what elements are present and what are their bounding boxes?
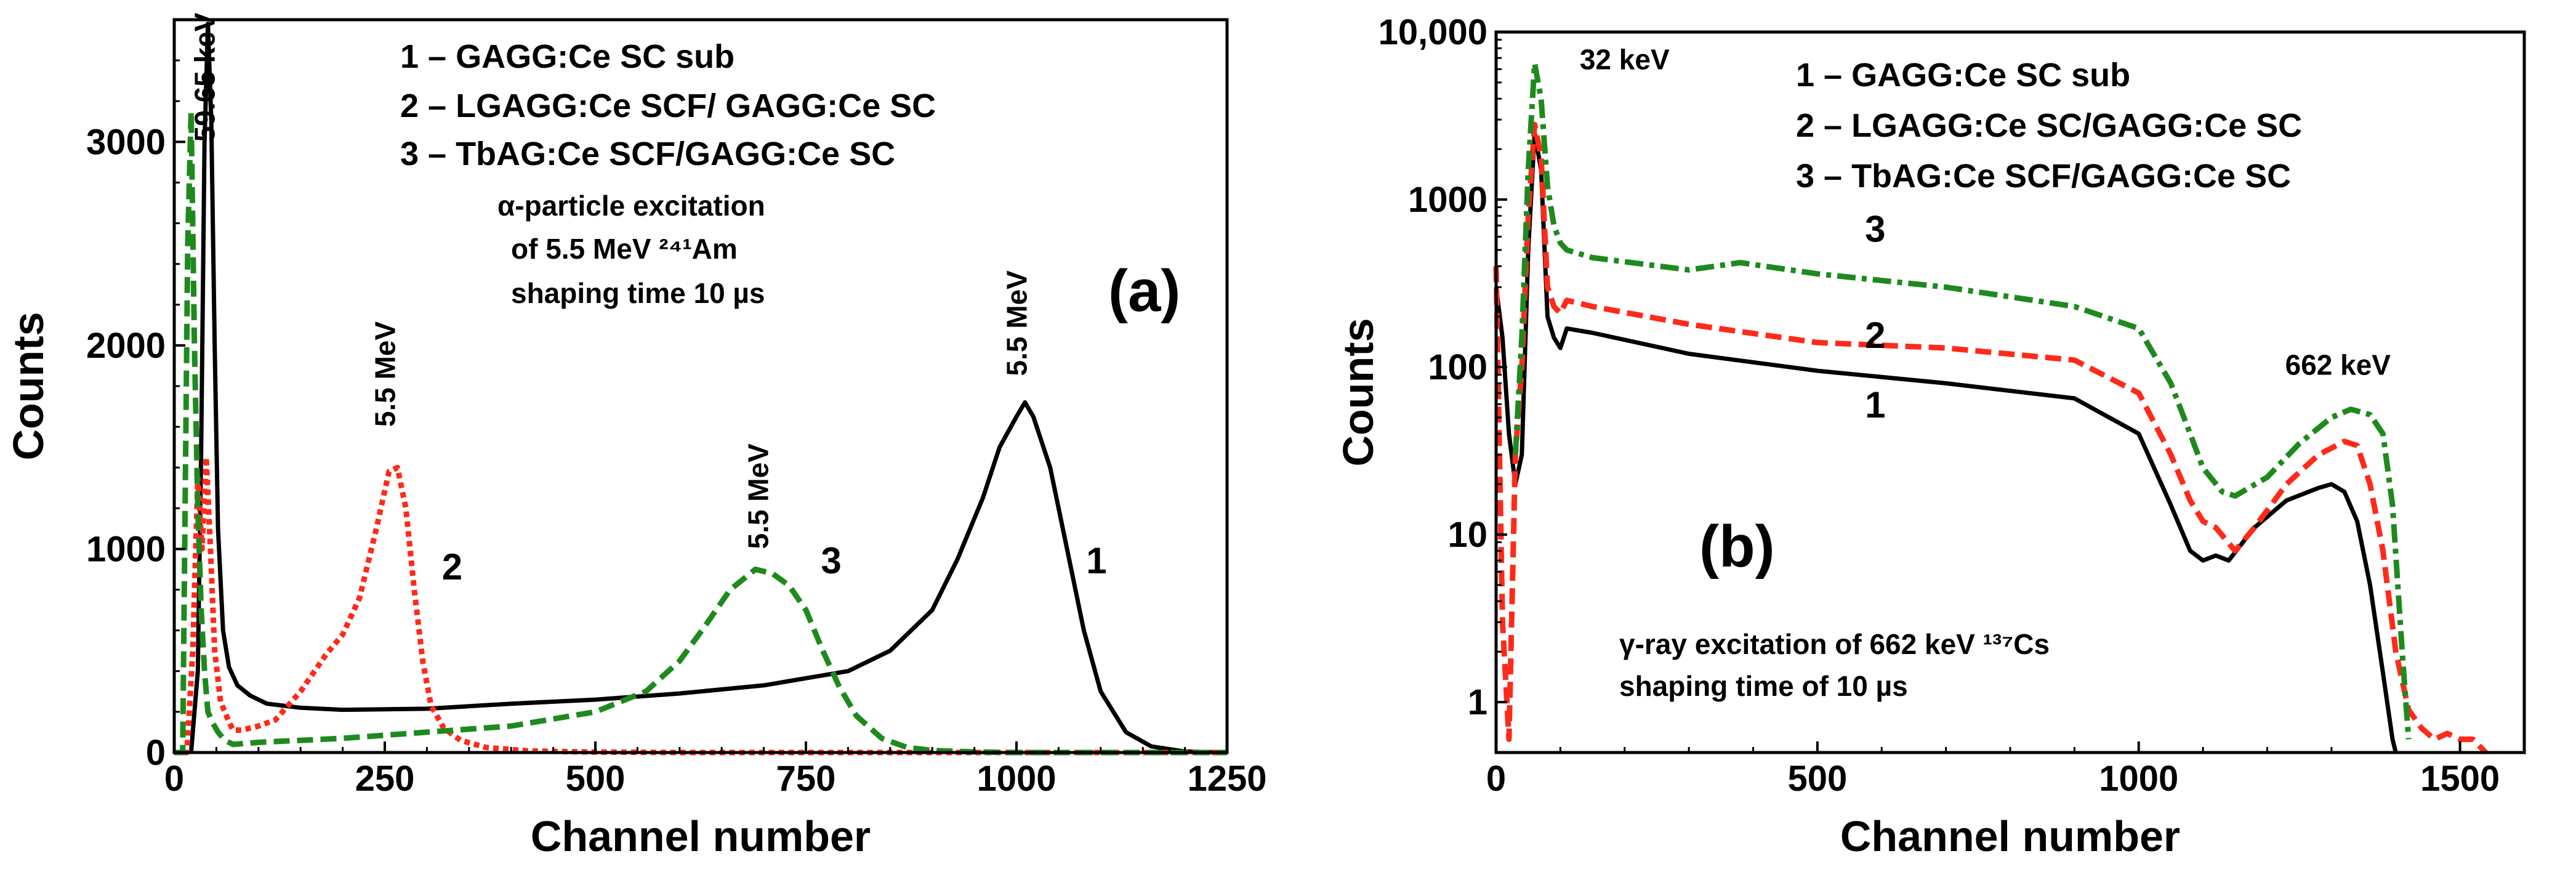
chart-b-series-layer (1493, 60, 2488, 755)
chart-a-peak-labels: 59.65 keV 5.5 MeV 5.5 MeV 5.5 MeV (189, 12, 1033, 549)
chart-a-ticks: 0 250 500 750 1000 1250 0 1000 2000 3000 (86, 18, 1267, 799)
chart-a-annotation-line-3: shaping time 10 µs (511, 277, 765, 309)
chart-b-legend-entry-1: 1 – GAGG:Ce SC sub (1796, 57, 2130, 94)
chart-b-curve-label: 3 (1865, 209, 1885, 250)
chart-b-legend-entry-2: 2 – LGAGG:Ce SC/GAGG:Ce SC (1796, 107, 2302, 144)
chart-a-panel-label: (a) (1108, 258, 1180, 324)
chart-b-curve-labels: 1 2 3 (1865, 209, 1885, 426)
chart-b-peak-label: 32 keV (1580, 43, 1670, 75)
chart-b-y-tick-label: 100 (1428, 347, 1487, 387)
chart-b-curve-label: 1 (1865, 384, 1885, 426)
chart-b-legend-entry-3: 3 – TbAG:Ce SCF/GAGG:Ce SC (1796, 158, 2291, 195)
chart-a-curve-label: 1 (1086, 540, 1106, 581)
chart-a-x-tick-label: 250 (355, 759, 415, 799)
chart-a-y-axis-title: Counts (4, 312, 52, 460)
chart-a-series-3-line (174, 108, 1227, 756)
chart-a-plot-frame (172, 18, 1229, 754)
chart-b-x-tick-label: 500 (1787, 759, 1847, 799)
chart-b-y-axis-title: Counts (1334, 318, 1382, 466)
chart-a: 0 250 500 750 1000 1250 0 1000 2000 3000 Counts C… (4, 12, 1267, 860)
chart-b-y-tick-label: 1000 (1408, 180, 1487, 220)
chart-a-y-tick-label: 0 (146, 733, 166, 773)
chart-a-series-layer (174, 22, 1228, 756)
chart-a-legend-entry-1: 1 – GAGG:Ce SC sub (400, 38, 735, 75)
chart-b-series-3-line (1512, 60, 2412, 740)
chart-a-curve-labels: 1 2 3 (442, 540, 1107, 587)
chart-a-curve-label: 2 (442, 546, 462, 587)
chart-b-peak-labels: 32 keV 662 keV (1580, 43, 2391, 381)
chart-a-x-tick-label: 500 (566, 759, 626, 799)
chart-b-x-tick-label: 0 (1486, 759, 1506, 799)
chart-b-x-tick-label: 1500 (2420, 759, 2500, 799)
chart-b-curve-label: 2 (1865, 315, 1885, 356)
chart-b-y-tick-label: 10 (1447, 515, 1487, 555)
chart-a-peak-label: 5.5 MeV (369, 321, 401, 427)
chart-a-annotation-line-2: of 5.5 MeV ²⁴¹Am (511, 233, 738, 265)
chart-a-peak-label: 59.65 keV (189, 12, 221, 142)
chart-b-series-2-line (1493, 121, 2488, 755)
chart-a-series-1-line (188, 22, 1228, 755)
chart-b-ticks: 0 500 1000 1500 1 10 100 1000 10,000 (1379, 12, 2526, 799)
chart-a-peak-label: 5.5 MeV (1000, 270, 1032, 376)
chart-a-y-tick-label: 1000 (86, 529, 166, 569)
chart-a-peak-label: 5.5 MeV (742, 443, 774, 549)
chart-b-x-tick-label: 1000 (2099, 759, 2178, 799)
chart-b-y-tick-label: 10,000 (1379, 12, 1487, 52)
chart-a-legend-entry-2: 2 – LGAGG:Ce SCF/ GAGG:Ce SC (400, 87, 936, 124)
chart-a-annotation-line-1: α-particle excitation (497, 190, 765, 222)
chart-a-x-tick-label: 1000 (976, 759, 1056, 799)
chart-b-y-tick-label: 1 (1468, 682, 1487, 722)
chart-b-x-axis-title: Channel number (1840, 812, 2180, 860)
chart-b-annotation-line-1: γ-ray excitation of 662 keV ¹³⁷Cs (1619, 628, 2050, 660)
chart-a-legend-entry-3: 3 – TbAG:Ce SCF/GAGG:Ce SC (400, 135, 895, 172)
chart-a-y-tick-label: 2000 (86, 326, 166, 366)
chart-a-x-axis-title: Channel number (531, 812, 871, 860)
chart-a-curve-label: 3 (821, 540, 841, 581)
chart-a-y-tick-label: 3000 (86, 122, 166, 162)
chart-a-x-tick-label: 750 (776, 759, 836, 799)
chart-b-peak-label: 662 keV (2285, 349, 2391, 381)
chart-b-panel-label: (b) (1699, 514, 1775, 579)
chart-b: 0 500 1000 1500 1 10 100 1000 10,000 Counts Chan… (1334, 12, 2526, 860)
chart-b-annotation-line-2: shaping time of 10 µs (1619, 670, 1908, 702)
chart-a-x-tick-label: 1250 (1187, 759, 1266, 799)
chart-a-series-2-line (174, 454, 1227, 756)
chart-b-series-1-line (1494, 131, 2398, 753)
chart-a-x-tick-label: 0 (164, 759, 184, 799)
